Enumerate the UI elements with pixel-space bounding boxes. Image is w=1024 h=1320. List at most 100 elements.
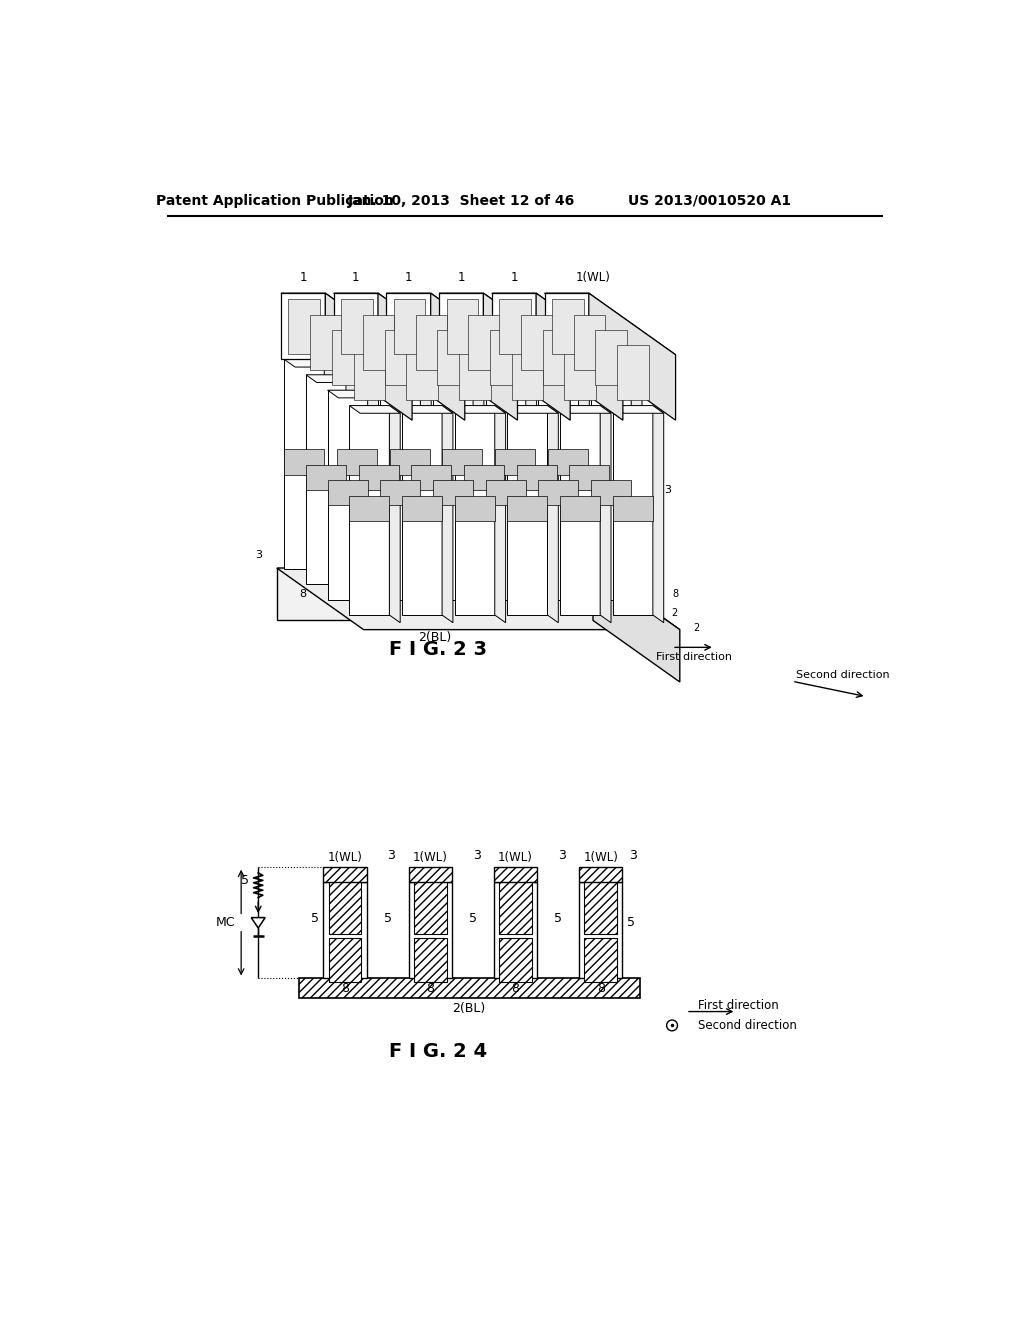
Bar bbox=[585, 874, 617, 880]
Text: Patent Application Publication: Patent Application Publication bbox=[157, 194, 394, 207]
Polygon shape bbox=[394, 300, 425, 354]
Polygon shape bbox=[464, 375, 504, 585]
Polygon shape bbox=[504, 375, 515, 591]
Text: 2: 2 bbox=[632, 593, 638, 603]
Polygon shape bbox=[349, 405, 389, 615]
Polygon shape bbox=[459, 346, 490, 400]
Text: 7: 7 bbox=[286, 517, 292, 528]
Text: First direction: First direction bbox=[697, 999, 778, 1012]
Polygon shape bbox=[325, 359, 335, 577]
Bar bbox=[329, 874, 361, 880]
Text: F I G. 2 3: F I G. 2 3 bbox=[389, 640, 487, 659]
Polygon shape bbox=[389, 449, 430, 475]
Text: 3: 3 bbox=[630, 849, 637, 862]
Text: 8: 8 bbox=[426, 982, 434, 994]
Polygon shape bbox=[439, 293, 483, 359]
Polygon shape bbox=[548, 449, 588, 475]
Polygon shape bbox=[334, 293, 465, 355]
Polygon shape bbox=[536, 359, 546, 577]
Text: 4: 4 bbox=[433, 899, 440, 912]
Polygon shape bbox=[368, 391, 379, 607]
Text: 1: 1 bbox=[404, 271, 413, 284]
Bar bbox=[494, 867, 538, 882]
Bar bbox=[409, 882, 452, 978]
Polygon shape bbox=[386, 293, 431, 359]
Bar bbox=[494, 882, 538, 978]
Text: 7: 7 bbox=[496, 517, 503, 528]
Polygon shape bbox=[500, 300, 530, 354]
Text: 5: 5 bbox=[479, 470, 485, 479]
Text: 2(BL): 2(BL) bbox=[418, 631, 452, 644]
Polygon shape bbox=[455, 405, 506, 413]
Text: 5: 5 bbox=[384, 912, 391, 925]
Bar bbox=[500, 939, 531, 982]
Bar bbox=[579, 882, 623, 978]
Text: 4: 4 bbox=[603, 899, 610, 912]
Text: 8: 8 bbox=[672, 589, 678, 599]
Polygon shape bbox=[442, 449, 482, 475]
Polygon shape bbox=[398, 375, 410, 591]
Polygon shape bbox=[543, 330, 574, 385]
Text: 2: 2 bbox=[645, 602, 651, 612]
Text: 8: 8 bbox=[629, 558, 635, 569]
Text: 2: 2 bbox=[693, 623, 699, 634]
Polygon shape bbox=[464, 465, 504, 490]
Polygon shape bbox=[276, 568, 593, 620]
Text: 2(BL): 2(BL) bbox=[453, 1002, 485, 1015]
Text: Second direction: Second direction bbox=[697, 1019, 797, 1032]
Text: 8: 8 bbox=[512, 982, 519, 994]
Bar bbox=[299, 978, 640, 998]
Polygon shape bbox=[589, 293, 676, 420]
Polygon shape bbox=[358, 375, 398, 585]
Bar bbox=[324, 882, 367, 978]
Polygon shape bbox=[380, 391, 431, 397]
Text: 6: 6 bbox=[427, 953, 434, 966]
Polygon shape bbox=[593, 568, 680, 682]
Polygon shape bbox=[378, 293, 465, 420]
Polygon shape bbox=[539, 480, 579, 506]
Bar bbox=[585, 939, 617, 982]
Polygon shape bbox=[612, 405, 664, 413]
Polygon shape bbox=[341, 300, 373, 354]
Polygon shape bbox=[402, 405, 442, 615]
Bar bbox=[414, 939, 446, 982]
Polygon shape bbox=[353, 346, 385, 400]
Polygon shape bbox=[548, 359, 599, 367]
Polygon shape bbox=[539, 391, 589, 397]
Text: 2: 2 bbox=[628, 577, 634, 587]
Text: 6: 6 bbox=[398, 413, 404, 422]
Text: 3: 3 bbox=[622, 454, 629, 465]
Polygon shape bbox=[482, 359, 494, 577]
Text: 8: 8 bbox=[300, 589, 307, 599]
Polygon shape bbox=[326, 293, 412, 420]
Polygon shape bbox=[485, 391, 537, 397]
Polygon shape bbox=[416, 314, 447, 370]
Text: 5: 5 bbox=[241, 874, 249, 887]
Bar bbox=[500, 874, 531, 880]
Polygon shape bbox=[612, 495, 653, 521]
Polygon shape bbox=[421, 391, 431, 607]
Text: 6: 6 bbox=[341, 953, 349, 966]
Text: 1(WL): 1(WL) bbox=[328, 851, 362, 865]
Text: 4: 4 bbox=[518, 899, 525, 912]
Polygon shape bbox=[552, 300, 584, 354]
Polygon shape bbox=[495, 359, 546, 367]
Text: 2: 2 bbox=[672, 607, 678, 618]
Polygon shape bbox=[281, 293, 326, 359]
Text: 8: 8 bbox=[650, 574, 656, 583]
Text: 1(WL): 1(WL) bbox=[413, 851, 447, 865]
Polygon shape bbox=[495, 449, 536, 475]
Text: 5: 5 bbox=[585, 470, 591, 479]
Polygon shape bbox=[508, 405, 558, 413]
Text: 4: 4 bbox=[307, 517, 313, 528]
Bar bbox=[500, 876, 531, 935]
Polygon shape bbox=[389, 359, 430, 569]
Polygon shape bbox=[389, 405, 400, 623]
Polygon shape bbox=[545, 293, 589, 359]
Text: 7: 7 bbox=[391, 517, 397, 528]
Polygon shape bbox=[385, 330, 416, 385]
Text: 1: 1 bbox=[510, 271, 518, 284]
Polygon shape bbox=[386, 293, 517, 355]
Text: 1: 1 bbox=[299, 271, 307, 284]
Text: 5: 5 bbox=[469, 912, 477, 925]
